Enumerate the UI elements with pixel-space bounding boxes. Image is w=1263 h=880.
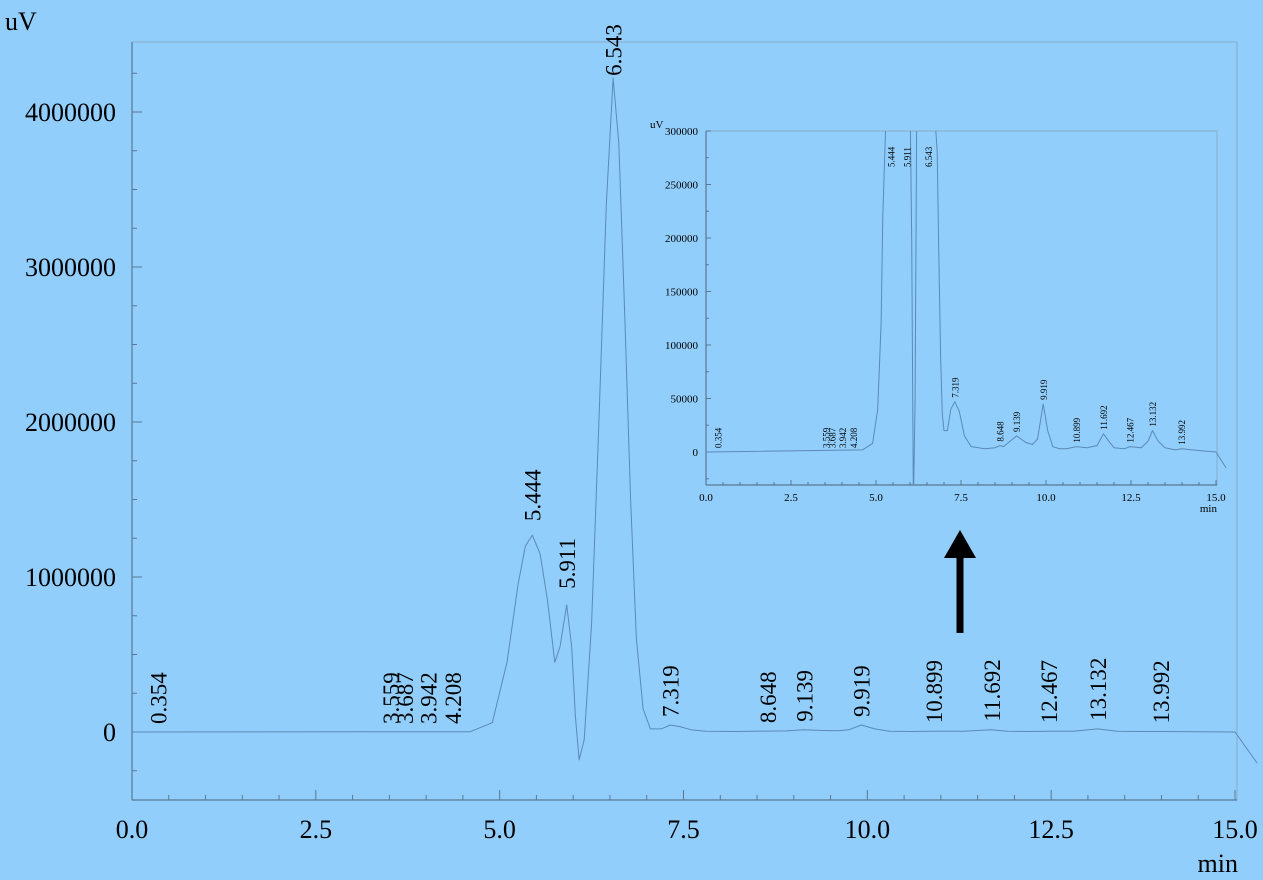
inset-y-axis-label: uV [650, 119, 664, 131]
inset-peak-label: 12.467 [1125, 417, 1135, 442]
inset-peak-label: 9.919 [1039, 379, 1049, 400]
inset-peak-label: 8.648 [996, 421, 1006, 442]
inset-peak-label: 3.559 [821, 427, 831, 448]
main-x-tick-label: 12.5 [1028, 815, 1074, 844]
inset-x-tick-label: 7.5 [954, 492, 968, 504]
main-y-tick-label: 0 [103, 718, 116, 747]
main-peak-label: 5.444 [521, 469, 546, 521]
main-y-axis-label: uV [5, 7, 37, 36]
main-peak-label: 12.467 [1037, 660, 1062, 723]
inset-x-tick-label: 10.0 [1036, 492, 1056, 504]
main-chromatogram: 0.0 2.5 5.0 7.5 10.0 12.5 15.00100000020000003… [5, 7, 1258, 878]
inset-x-axis-label: min [1200, 503, 1218, 515]
main-x-tick-label: 7.5 [667, 815, 700, 844]
main-series-line [131, 77, 1258, 764]
inset-peak-label: 13.992 [1177, 420, 1187, 445]
inset-trace-group [706, 131, 1227, 485]
main-x-tick-label: 0.0 [116, 815, 149, 844]
inset-y-tick-label: 200000 [665, 233, 699, 245]
inset-y-tick-label: 250000 [665, 179, 699, 191]
main-y-tick-label: 4000000 [25, 98, 116, 127]
main-peak-label: 8.648 [756, 671, 781, 723]
inset-series-line [706, 131, 1227, 485]
main-peak-label: 6.543 [601, 24, 626, 76]
inset-y-tick-label: 50000 [671, 393, 699, 405]
inset-y-tick-label: 300000 [665, 126, 699, 138]
inset-peak-label: 5.444 [887, 146, 897, 167]
main-peak-label: 11.692 [980, 659, 1005, 721]
inset-x-tick-label: 5.0 [869, 492, 883, 504]
main-peak-label: 3.559 [379, 672, 404, 724]
inset-peak-label: 10.899 [1072, 417, 1082, 442]
main-x-tick-label: 10.0 [845, 815, 891, 844]
main-x-tick-label: 15.0 [1212, 815, 1258, 844]
inset-peak-label: 9.139 [1012, 411, 1022, 432]
inset-x-tick-label: 0.0 [699, 492, 713, 504]
main-peak-label: 9.139 [792, 670, 817, 722]
main-peak-label: 4.208 [441, 672, 466, 724]
main-peak-label: 5.911 [555, 538, 580, 589]
main-peak-label: 13.132 [1086, 658, 1111, 721]
inset-peak-label: 3.687 [827, 427, 837, 448]
main-y-tick-label: 3000000 [25, 253, 116, 282]
inset-x-tick-label: 12.5 [1121, 492, 1141, 504]
inset-y-tick-label: 100000 [665, 340, 699, 352]
main-y-tick-label: 1000000 [25, 563, 116, 592]
main-peak-label: 3.687 [393, 672, 418, 724]
main-peak-label: 7.319 [659, 665, 684, 717]
main-peak-label: 9.919 [850, 665, 875, 717]
inset-peak-label: 6.543 [924, 146, 934, 167]
inset-y-tick-label: 0 [693, 447, 699, 459]
inset-peak-label: 4.208 [849, 427, 859, 448]
inset-x-tick-label: 2.5 [784, 492, 798, 504]
inset-peak-label: 13.132 [1148, 402, 1158, 427]
inset-peak-label: 7.319 [950, 377, 960, 398]
inset-y-tick-label: 150000 [665, 286, 699, 298]
main-x-tick-label: 5.0 [483, 815, 516, 844]
inset-x-tick-label: 15.0 [1206, 492, 1226, 504]
main-peak-label: 3.942 [417, 672, 442, 724]
main-peak-label: 10.899 [922, 660, 947, 723]
main-y-tick-label: 2000000 [25, 408, 116, 437]
main-peak-label: 13.992 [1149, 660, 1174, 723]
inset-peak-label: 11.692 [1099, 405, 1109, 429]
main-x-tick-label: 2.5 [300, 815, 333, 844]
inset-peak-label: 5.911 [902, 147, 912, 167]
inset-peak-label: 0.354 [714, 427, 724, 448]
inset-chromatogram: 0.0 2.5 5.0 7.5 10.0 12.5 15.0 0 50000 100000 1500… [650, 119, 1227, 515]
inset-peak-label: 3.942 [838, 428, 848, 448]
main-peak-label: 0.354 [146, 672, 171, 724]
main-x-axis-label: min [1198, 849, 1238, 878]
